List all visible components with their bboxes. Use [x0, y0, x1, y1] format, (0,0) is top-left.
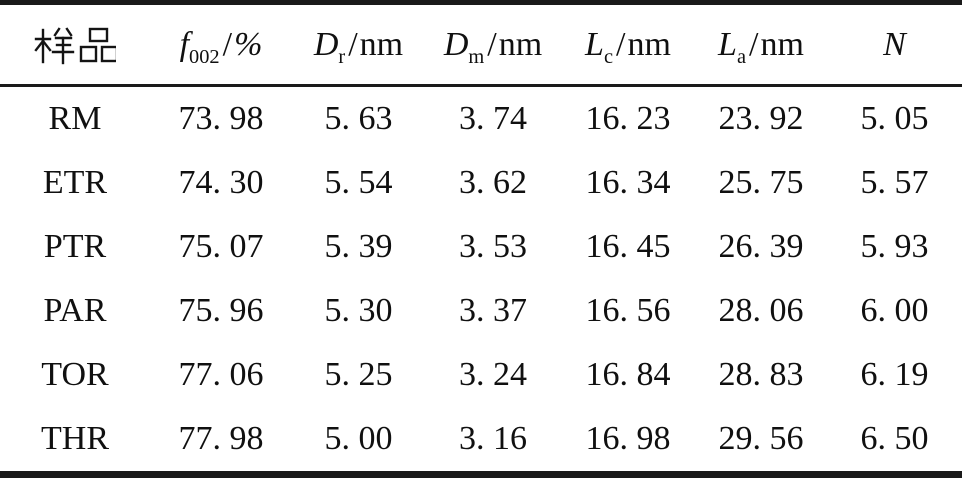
cell-la: 28. 06	[718, 292, 804, 329]
cell-n: 6. 00	[860, 292, 929, 329]
sample-cell: PTR	[43, 228, 107, 265]
cell-dm: 3. 24	[459, 356, 527, 393]
table-header: 样品 f002/% Dr/nm Dm/nm Lc/nm La/nm N	[0, 2, 962, 87]
cell-dr: 5. 63	[324, 100, 393, 137]
header-subscript: r	[338, 45, 346, 68]
sample-cell: RM	[48, 100, 102, 137]
cell-la: 28. 83	[718, 356, 804, 393]
col-header-dm: Dm/nm	[425, 2, 561, 87]
header-slash: /	[749, 25, 759, 63]
cell-f002: 74. 30	[178, 164, 264, 201]
cell-dm: 3. 16	[459, 420, 527, 457]
header-symbol: D	[443, 25, 469, 63]
cell-lc: 16. 56	[585, 292, 671, 329]
header-unit: nm	[359, 25, 404, 63]
header-unit: nm	[627, 25, 671, 63]
cell-dr: 5. 00	[324, 420, 393, 457]
cell-n: 5. 93	[860, 228, 929, 265]
header-unit: %	[234, 25, 263, 63]
header-subscript: m	[468, 45, 485, 68]
table-row: ETR 74. 30 5. 54 3. 62 16. 34 25. 75 5. …	[0, 151, 962, 215]
cell-la: 29. 56	[718, 420, 804, 457]
table-row: PAR 75. 96 5. 30 3. 37 16. 56 28. 06 6. …	[0, 279, 962, 343]
col-header-dr: Dr/nm	[292, 2, 425, 87]
cell-lc: 16. 23	[585, 100, 671, 137]
col-header-sample: 样品	[0, 2, 150, 87]
cell-n: 6. 50	[860, 420, 929, 457]
header-slash: /	[348, 25, 358, 63]
table-row: THR 77. 98 5. 00 3. 16 16. 98 29. 56 6. …	[0, 407, 962, 475]
header-subscript: c	[603, 45, 614, 68]
header-symbol: L	[585, 25, 604, 63]
table-row: PTR 75. 07 5. 39 3. 53 16. 45 26. 39 5. …	[0, 215, 962, 279]
header-symbol: N	[883, 25, 906, 63]
sample-cell: ETR	[42, 164, 108, 201]
cell-dm: 3. 62	[459, 164, 527, 201]
header-slash: /	[487, 25, 497, 63]
cell-f002: 75. 96	[178, 292, 264, 329]
header-unit: nm	[760, 25, 804, 63]
cell-lc: 16. 45	[585, 228, 671, 265]
col-header-lc: Lc/nm	[561, 2, 695, 87]
table-body: RM 73. 98 5. 63 3. 74 16. 23 23. 92 5. 0…	[0, 86, 962, 475]
cell-dr: 5. 39	[324, 228, 393, 265]
header-symbol: D	[313, 25, 339, 63]
sample-header-glyphs	[34, 26, 119, 64]
col-header-f002: f002/%	[150, 2, 292, 87]
col-header-la: La/nm	[695, 2, 827, 87]
sample-cell: PAR	[43, 292, 107, 329]
header-subscript: 002	[189, 45, 220, 68]
cell-f002: 77. 06	[178, 356, 264, 393]
cell-la: 25. 75	[718, 164, 804, 201]
cell-dm: 3. 37	[459, 292, 527, 329]
cell-dr: 5. 54	[324, 164, 393, 201]
cell-f002: 77. 98	[178, 420, 264, 457]
header-subscript: a	[736, 45, 747, 68]
cell-la: 23. 92	[718, 100, 804, 137]
table-row: TOR 77. 06 5. 25 3. 24 16. 84 28. 83 6. …	[0, 343, 962, 407]
cell-la: 26. 39	[718, 228, 804, 265]
cell-f002: 73. 98	[178, 100, 264, 137]
cell-n: 5. 57	[860, 164, 929, 201]
header-slash: /	[616, 25, 626, 63]
col-header-n: N	[827, 2, 962, 87]
header-row: 样品 f002/% Dr/nm Dm/nm Lc/nm La/nm N	[0, 2, 962, 87]
header-symbol: f	[179, 25, 190, 63]
sample-cell: TOR	[41, 356, 109, 393]
cell-n: 5. 05	[860, 100, 929, 137]
cell-n: 6. 19	[860, 356, 929, 393]
sample-cell: THR	[41, 420, 109, 457]
table-row: RM 73. 98 5. 63 3. 74 16. 23 23. 92 5. 0…	[0, 86, 962, 152]
cell-dm: 3. 53	[459, 228, 527, 265]
header-unit: nm	[498, 25, 543, 63]
header-symbol: L	[718, 25, 737, 63]
cell-dr: 5. 25	[324, 356, 393, 393]
cell-lc: 16. 34	[585, 164, 671, 201]
cell-dm: 3. 74	[459, 100, 527, 137]
header-slash: /	[222, 25, 233, 63]
cell-lc: 16. 98	[585, 420, 671, 457]
cell-f002: 75. 07	[178, 228, 264, 265]
cell-dr: 5. 30	[324, 292, 393, 329]
cell-lc: 16. 84	[585, 356, 671, 393]
